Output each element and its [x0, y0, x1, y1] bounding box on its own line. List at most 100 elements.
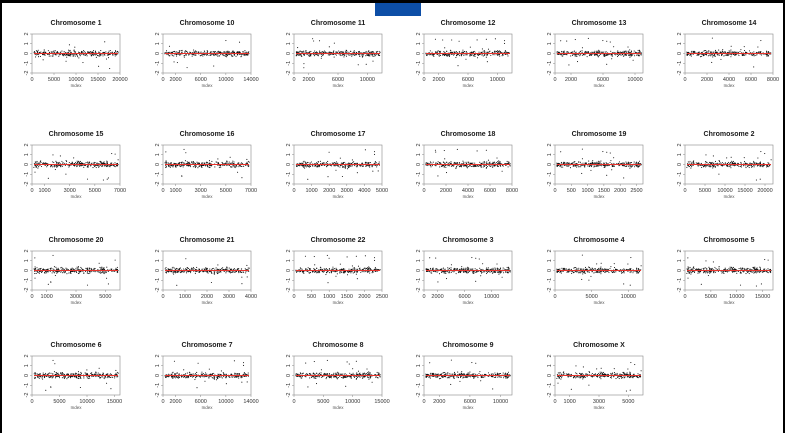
data-point: [33, 50, 36, 53]
x-tick-label: 0: [422, 188, 425, 194]
data-point: [435, 151, 437, 153]
data-point: [492, 161, 494, 163]
data-point: [233, 268, 235, 270]
data-point: [298, 54, 300, 56]
data-point: [246, 276, 248, 278]
data-point: [718, 54, 720, 56]
data-point: [712, 56, 714, 58]
data-point: [728, 50, 730, 52]
data-point: [312, 53, 314, 56]
x-tick-label: 10000: [490, 77, 505, 83]
data-point: [37, 56, 40, 58]
data-point: [584, 166, 586, 168]
panel-title: Chromosome 15: [49, 131, 104, 138]
data-point: [754, 162, 756, 164]
data-point: [89, 272, 91, 274]
data-point: [74, 46, 76, 48]
data-point: [637, 49, 639, 51]
data-point: [81, 53, 83, 55]
data-point: [107, 177, 109, 179]
data-point: [566, 40, 568, 42]
data-point: [43, 49, 45, 51]
data-point: [486, 161, 488, 163]
data-point: [102, 267, 104, 269]
scatter-points: [556, 148, 642, 179]
data-point: [472, 55, 474, 57]
data-point: [718, 160, 720, 162]
y-tick-label: -1: [416, 61, 422, 66]
data-point: [335, 54, 337, 56]
x-axis-label: Index: [593, 194, 605, 199]
data-point: [116, 50, 118, 52]
data-point: [99, 266, 101, 268]
data-point: [69, 49, 71, 51]
data-point: [296, 51, 298, 53]
data-point: [327, 282, 329, 284]
data-point: [494, 165, 496, 167]
data-point: [623, 55, 625, 57]
data-point: [338, 52, 340, 54]
data-point: [206, 50, 208, 52]
data-point: [46, 165, 49, 167]
x-tick-label: 6000: [462, 77, 474, 83]
data-point: [319, 160, 321, 162]
data-point: [100, 267, 102, 270]
data-point: [81, 162, 83, 164]
data-point: [327, 176, 329, 178]
data-point: [701, 166, 703, 168]
data-point: [53, 166, 55, 168]
data-point: [719, 162, 721, 164]
y-tick-label: 1: [155, 259, 161, 262]
x-tick-label: 10000: [627, 77, 642, 83]
data-point: [76, 160, 78, 162]
data-point: [172, 272, 174, 274]
data-point: [576, 61, 579, 63]
data-point: [86, 284, 89, 286]
data-point: [86, 55, 88, 57]
data-point: [729, 50, 731, 52]
data-point: [185, 272, 188, 274]
data-point: [454, 51, 456, 53]
data-point: [106, 160, 108, 162]
data-point: [365, 55, 367, 57]
data-point: [168, 45, 171, 47]
data-point: [307, 165, 309, 167]
data-point: [379, 51, 381, 53]
data-point: [573, 51, 575, 53]
data-point: [191, 268, 193, 270]
data-point: [185, 152, 187, 154]
data-point: [688, 165, 690, 168]
data-point: [304, 51, 306, 53]
data-point: [302, 165, 305, 167]
data-point: [578, 54, 580, 56]
data-point: [359, 55, 361, 58]
data-point: [328, 257, 330, 259]
data-point: [93, 267, 95, 270]
data-point: [705, 165, 707, 167]
data-point: [356, 268, 359, 270]
data-point: [194, 162, 197, 164]
data-point: [116, 266, 118, 268]
data-point: [706, 162, 708, 164]
data-point: [228, 54, 230, 56]
data-point: [182, 166, 184, 168]
data-point: [580, 166, 582, 168]
data-point: [34, 266, 36, 268]
data-point: [199, 165, 201, 167]
data-point: [70, 268, 72, 270]
data-point: [34, 257, 36, 259]
data-point: [94, 165, 96, 167]
data-point: [316, 162, 318, 164]
data-point: [74, 51, 76, 53]
y-tick-label: 0: [286, 269, 292, 272]
data-point: [246, 264, 248, 266]
y-tick-label: 0: [416, 52, 422, 55]
data-point: [102, 55, 104, 57]
data-point: [203, 50, 205, 52]
data-point: [498, 54, 500, 56]
data-point: [50, 55, 52, 57]
data-point: [315, 165, 317, 167]
data-point: [76, 266, 78, 268]
data-point: [248, 51, 250, 53]
